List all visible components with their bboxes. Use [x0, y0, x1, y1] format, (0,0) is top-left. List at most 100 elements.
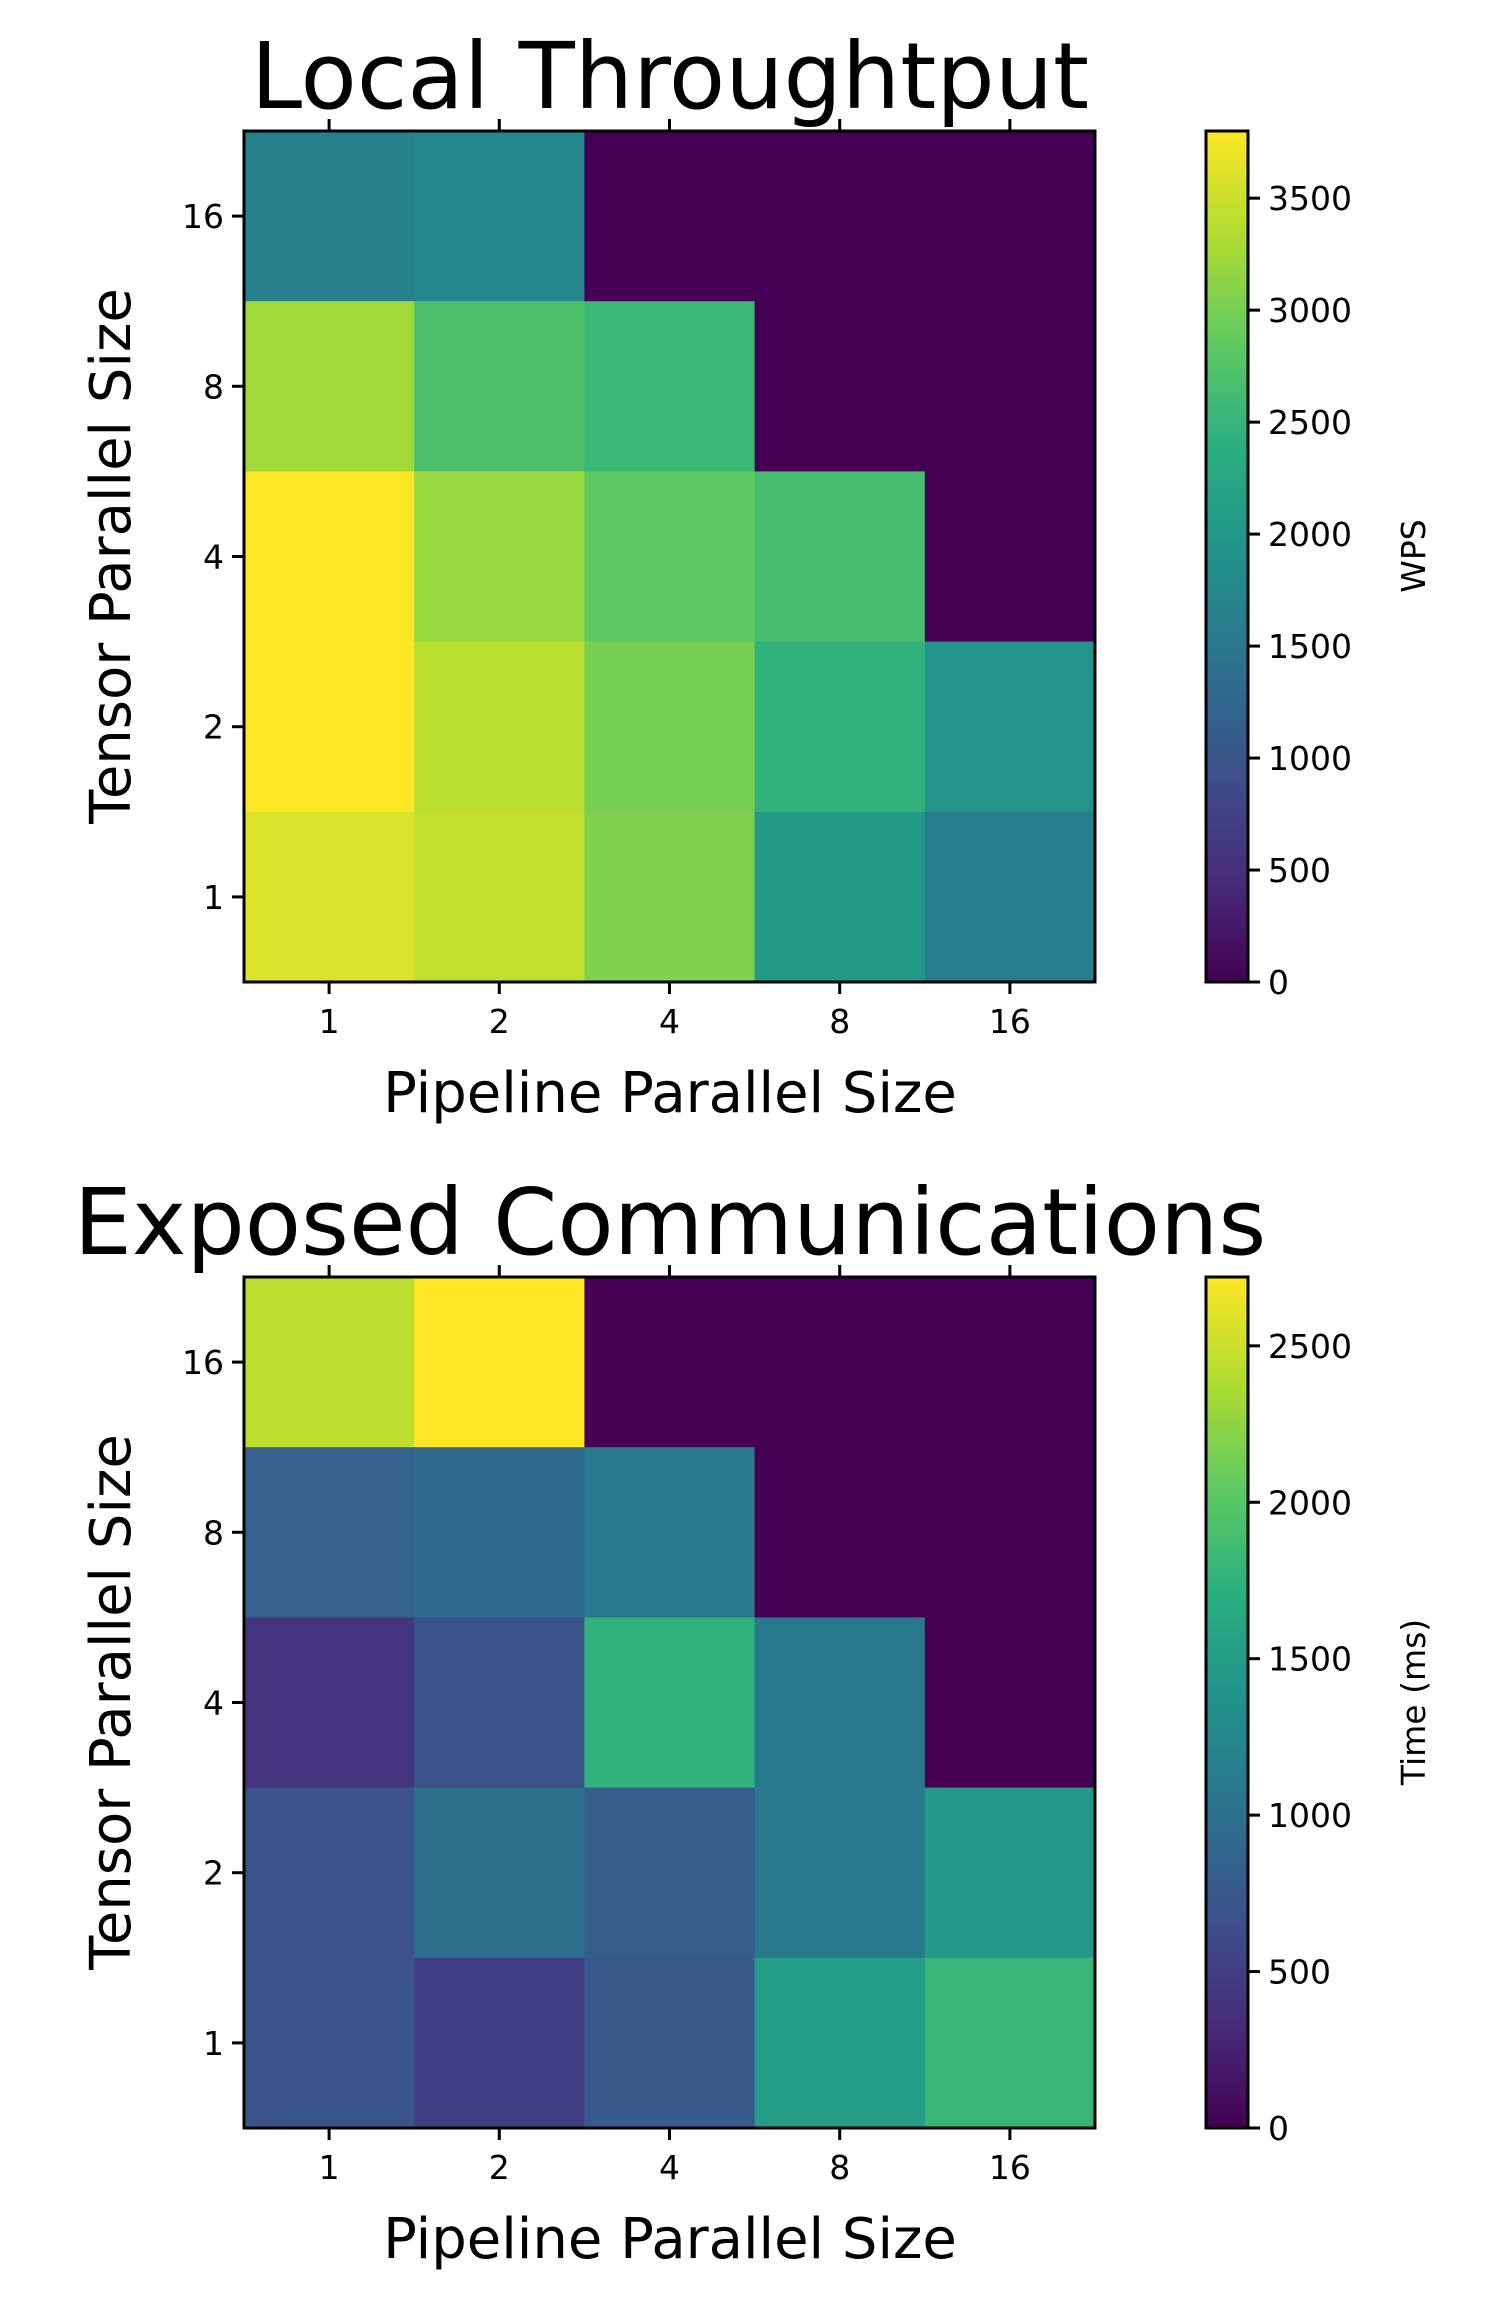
colorbar-tick-label: 1000 — [1268, 739, 1352, 778]
x-ticks-1: 1 2 4 8 16 — [319, 119, 1031, 1041]
heatmap-cell — [414, 301, 585, 472]
heatmap-cell — [244, 1447, 415, 1618]
colorbar-label-1: WPS — [1394, 519, 1433, 592]
y-tick-label: 2 — [203, 708, 224, 747]
heatmap-cell — [414, 641, 585, 813]
heatmap-cell — [584, 471, 756, 643]
colorbar-tick-label: 500 — [1268, 1953, 1331, 1992]
y-ticks-2: 16 8 4 2 1 — [182, 1343, 244, 2063]
heatmap-cell — [754, 301, 926, 472]
heatmap-cell — [584, 641, 756, 813]
colorbar-tick-label: 2500 — [1268, 403, 1352, 442]
heatmap-cell — [924, 1787, 1096, 1959]
heatmap-cell — [924, 471, 1096, 643]
heatmap-cell — [244, 1617, 415, 1789]
heatmap-cell — [414, 1787, 585, 1959]
colorbar-tick-label: 3500 — [1268, 179, 1352, 218]
x-axis-label-2: Pipeline Parallel Size — [383, 2207, 957, 2272]
y-tick-label: 2 — [203, 1854, 224, 1893]
colorbar-tick-label: 2500 — [1268, 1327, 1352, 1366]
heatmap-cell — [244, 1957, 415, 2129]
colorbar-tick-label: 1000 — [1268, 1796, 1352, 1835]
heatmap-cell — [414, 1447, 585, 1618]
colorbar-ticks-1: 0 500 1000 1500 2000 2500 3000 3500 — [1248, 179, 1352, 1002]
chart-title-2: Exposed Communications — [74, 1169, 1267, 1276]
x-tick-label: 4 — [659, 2148, 680, 2187]
x-tick-label: 2 — [489, 2148, 510, 2187]
x-tick-label: 1 — [319, 1002, 340, 1041]
heatmap-cell — [754, 471, 926, 643]
heatmap-cell — [244, 131, 415, 302]
heatmap-cell — [244, 301, 415, 472]
heatmap-cell — [584, 1957, 756, 2129]
heatmap-cell — [754, 131, 926, 302]
heatmap-panel-1: Local Throughtput 1 2 4 8 16 16 8 4 2 1 Pipeline… — [79, 23, 1433, 1126]
heatmap-cell — [414, 1957, 585, 2129]
colorbar-tick-label: 1500 — [1268, 627, 1352, 666]
heatmap-panel-2: Exposed Communications 1 2 4 8 16 16 8 4 2 1 Pip… — [74, 1169, 1433, 2272]
x-tick-label: 1 — [319, 2148, 340, 2187]
colorbar-ticks-2: 0 500 1000 1500 2000 2500 — [1248, 1327, 1352, 2148]
heatmap-cell — [924, 301, 1096, 472]
x-tick-label: 4 — [659, 1002, 680, 1041]
x-tick-label: 8 — [829, 2148, 850, 2187]
colorbar-tick-label: 2000 — [1268, 1483, 1352, 1522]
x-ticks-2: 1 2 4 8 16 — [319, 1265, 1031, 2187]
y-axis-label-2: Tensor Parallel Size — [79, 1434, 144, 1971]
heatmap-cell — [754, 1277, 926, 1448]
y-tick-label: 8 — [203, 367, 224, 406]
y-tick-label: 8 — [203, 1513, 224, 1552]
heatmap-cell — [584, 1617, 756, 1789]
heatmap-cell — [754, 1787, 926, 1959]
y-tick-label: 1 — [203, 2024, 224, 2063]
x-tick-label: 2 — [489, 1002, 510, 1041]
colorbar-tick-label: 0 — [1268, 963, 1289, 1002]
heatmap-cell — [414, 1617, 585, 1789]
colorbar-tick-label: 2000 — [1268, 515, 1352, 554]
colorbar-2 — [1204, 1275, 1250, 2130]
heatmap-cell — [584, 1787, 756, 1959]
heatmap-cell — [924, 641, 1096, 813]
chart-title-1: Local Throughtput — [251, 23, 1089, 130]
heatmap-cell — [244, 471, 415, 643]
heatmap-cell — [584, 131, 756, 302]
heatmap-cell — [584, 1277, 756, 1448]
heatmap-cell — [754, 1957, 926, 2129]
colorbar-tick-label: 1500 — [1268, 1640, 1352, 1679]
heatmap-cell — [924, 1447, 1096, 1618]
heatmap-cells-2 — [244, 1277, 1096, 2129]
heatmap-cell — [414, 131, 585, 302]
heatmap-cell — [584, 811, 756, 983]
y-ticks-1: 16 8 4 2 1 — [182, 197, 244, 917]
colorbar-tick-label: 0 — [1268, 2109, 1289, 2148]
heatmap-cell — [584, 1447, 756, 1618]
heatmap-cell — [414, 811, 585, 983]
x-tick-label: 16 — [989, 1002, 1031, 1041]
heatmap-cell — [244, 1787, 415, 1959]
x-tick-label: 8 — [829, 1002, 850, 1041]
heatmap-cell — [244, 641, 415, 813]
colorbar-tick-label: 3000 — [1268, 291, 1352, 330]
heatmap-cell — [414, 1277, 585, 1448]
y-axis-label-1: Tensor Parallel Size — [79, 288, 144, 825]
colorbar-1 — [1204, 129, 1250, 984]
heatmap-cell — [754, 641, 926, 813]
colorbar-tick-label: 500 — [1268, 851, 1331, 890]
x-tick-label: 16 — [989, 2148, 1031, 2187]
heatmap-cell — [244, 811, 415, 983]
y-tick-label: 1 — [203, 878, 224, 917]
colorbar-label-2: Time (ms) — [1394, 1619, 1433, 1786]
heatmap-cell — [924, 131, 1096, 302]
heatmap-cell — [924, 1617, 1096, 1789]
heatmap-cells-1 — [244, 131, 1096, 983]
x-axis-label-1: Pipeline Parallel Size — [383, 1061, 957, 1126]
y-tick-label: 4 — [203, 1684, 224, 1723]
heatmap-cell — [924, 1957, 1096, 2129]
heatmap-cell — [754, 811, 926, 983]
heatmap-cell — [244, 1277, 415, 1448]
y-tick-label: 16 — [182, 1343, 224, 1382]
heatmap-cell — [584, 301, 756, 472]
y-tick-label: 4 — [203, 538, 224, 577]
heatmap-cell — [754, 1617, 926, 1789]
